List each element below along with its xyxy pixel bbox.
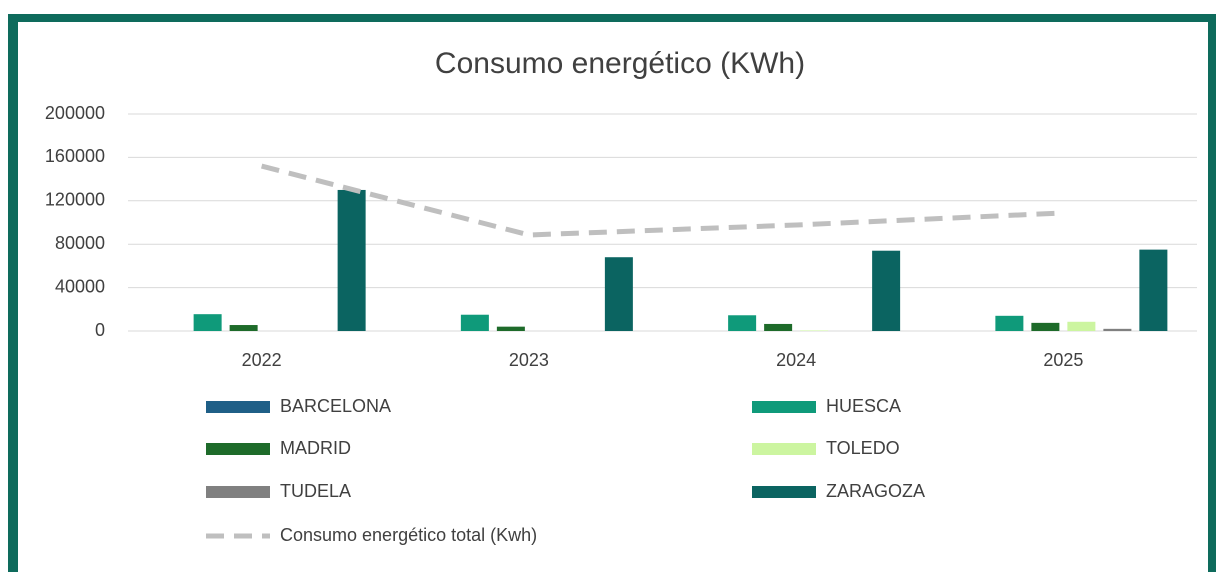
- legend-swatch: [752, 486, 816, 498]
- bar: [995, 315, 1024, 331]
- x-tick-label: 2024: [776, 350, 816, 370]
- y-tick-label: 160000: [45, 146, 105, 166]
- bar: [872, 250, 901, 331]
- y-tick-label: 80000: [55, 233, 105, 253]
- y-tick-label: 0: [95, 320, 105, 340]
- legend-label: ZARAGOZA: [826, 481, 925, 501]
- bar: [1103, 328, 1132, 331]
- legend-label: Consumo energético total (Kwh): [280, 525, 537, 545]
- line-series: [261, 163, 1064, 238]
- bar: [800, 330, 829, 331]
- bar: [728, 315, 757, 331]
- bar: [460, 314, 489, 331]
- y-tick-label: 120000: [45, 190, 105, 210]
- legend-swatch: [206, 401, 270, 413]
- legend-label: TUDELA: [280, 481, 351, 501]
- x-tick-label: 2025: [1043, 350, 1083, 370]
- y-tick-label: 40000: [55, 276, 105, 296]
- legend-swatch: [206, 486, 270, 498]
- bar: [496, 326, 525, 331]
- bar: [1067, 321, 1096, 331]
- legend-swatch: [206, 443, 270, 455]
- bar: [193, 314, 222, 331]
- y-tick-label: 200000: [45, 103, 105, 123]
- bar: [337, 189, 366, 331]
- legend-label: MADRID: [280, 438, 351, 458]
- legend-label: HUESCA: [826, 396, 901, 416]
- bar: [1031, 322, 1060, 331]
- legend-swatch: [752, 443, 816, 455]
- bar: [764, 323, 793, 331]
- chart-title: Consumo energético (KWh): [435, 47, 805, 80]
- x-tick-label: 2023: [509, 350, 549, 370]
- bar: [1139, 249, 1168, 331]
- legend-label: TOLEDO: [826, 438, 900, 458]
- x-tick-label: 2022: [242, 350, 282, 370]
- legend-label: BARCELONA: [280, 396, 391, 416]
- bar: [604, 257, 633, 331]
- legend-swatch: [752, 401, 816, 413]
- bar: [229, 325, 258, 331]
